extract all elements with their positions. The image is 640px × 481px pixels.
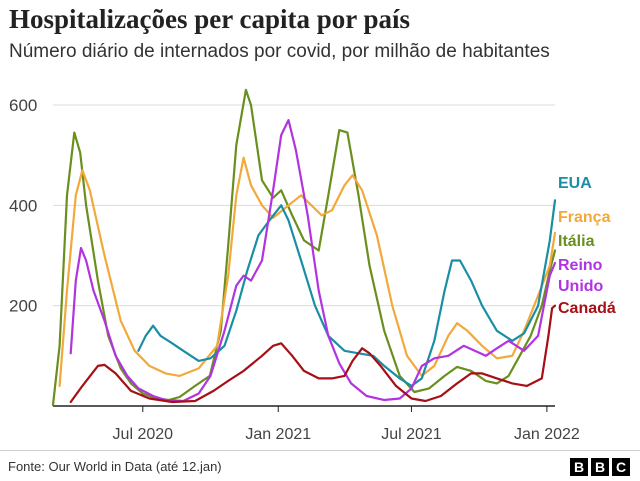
series-label: Canadá	[558, 300, 616, 317]
series-label: França	[558, 209, 611, 226]
series-labels: EUA França Itália Reino Unido Canadá	[558, 175, 616, 317]
x-tick-label: Jan 2022	[514, 426, 580, 443]
bbc-logo-letter: B	[591, 458, 609, 476]
series-lines	[51, 88, 557, 407]
series-label: Itália	[558, 233, 595, 250]
y-axis-tick-labels: 200 400 600	[9, 96, 37, 316]
bbc-logo-letter: B	[570, 458, 588, 476]
source-note: Fonte: Our World in Data (até 12.jan)	[8, 459, 222, 474]
gridlines	[53, 104, 555, 307]
bbc-logo: B B C	[570, 458, 630, 476]
x-axis: Jul 2020 Jan 2021 Jul 2021 Jan 2022	[53, 405, 580, 443]
y-tick-label: 200	[9, 297, 37, 316]
series-line	[51, 88, 557, 407]
series-line	[58, 156, 557, 387]
series-label: Unido	[558, 278, 604, 295]
bbc-logo-letter: C	[612, 458, 630, 476]
footer: Fonte: Our World in Data (até 12.jan) B …	[0, 450, 640, 481]
chart-svg: 200 400 600 Jul 2020 Jan 2021 Jul 2021 Jan 20…	[9, 88, 616, 443]
x-tick-label: Jul 2020	[113, 426, 174, 443]
y-tick-label: 600	[9, 96, 37, 115]
series-line	[69, 304, 557, 404]
x-tick-label: Jul 2021	[381, 426, 442, 443]
series-label: EUA	[558, 175, 592, 192]
series-line	[137, 199, 557, 387]
chart-subtitle: Número diário de internados por covid, p…	[9, 41, 550, 62]
chart-title: Hospitalizações per capita por país	[9, 4, 411, 34]
series-label: Reino	[558, 257, 603, 274]
x-tick-label: Jan 2021	[245, 426, 311, 443]
y-tick-label: 400	[9, 196, 37, 215]
series-line	[69, 119, 557, 403]
